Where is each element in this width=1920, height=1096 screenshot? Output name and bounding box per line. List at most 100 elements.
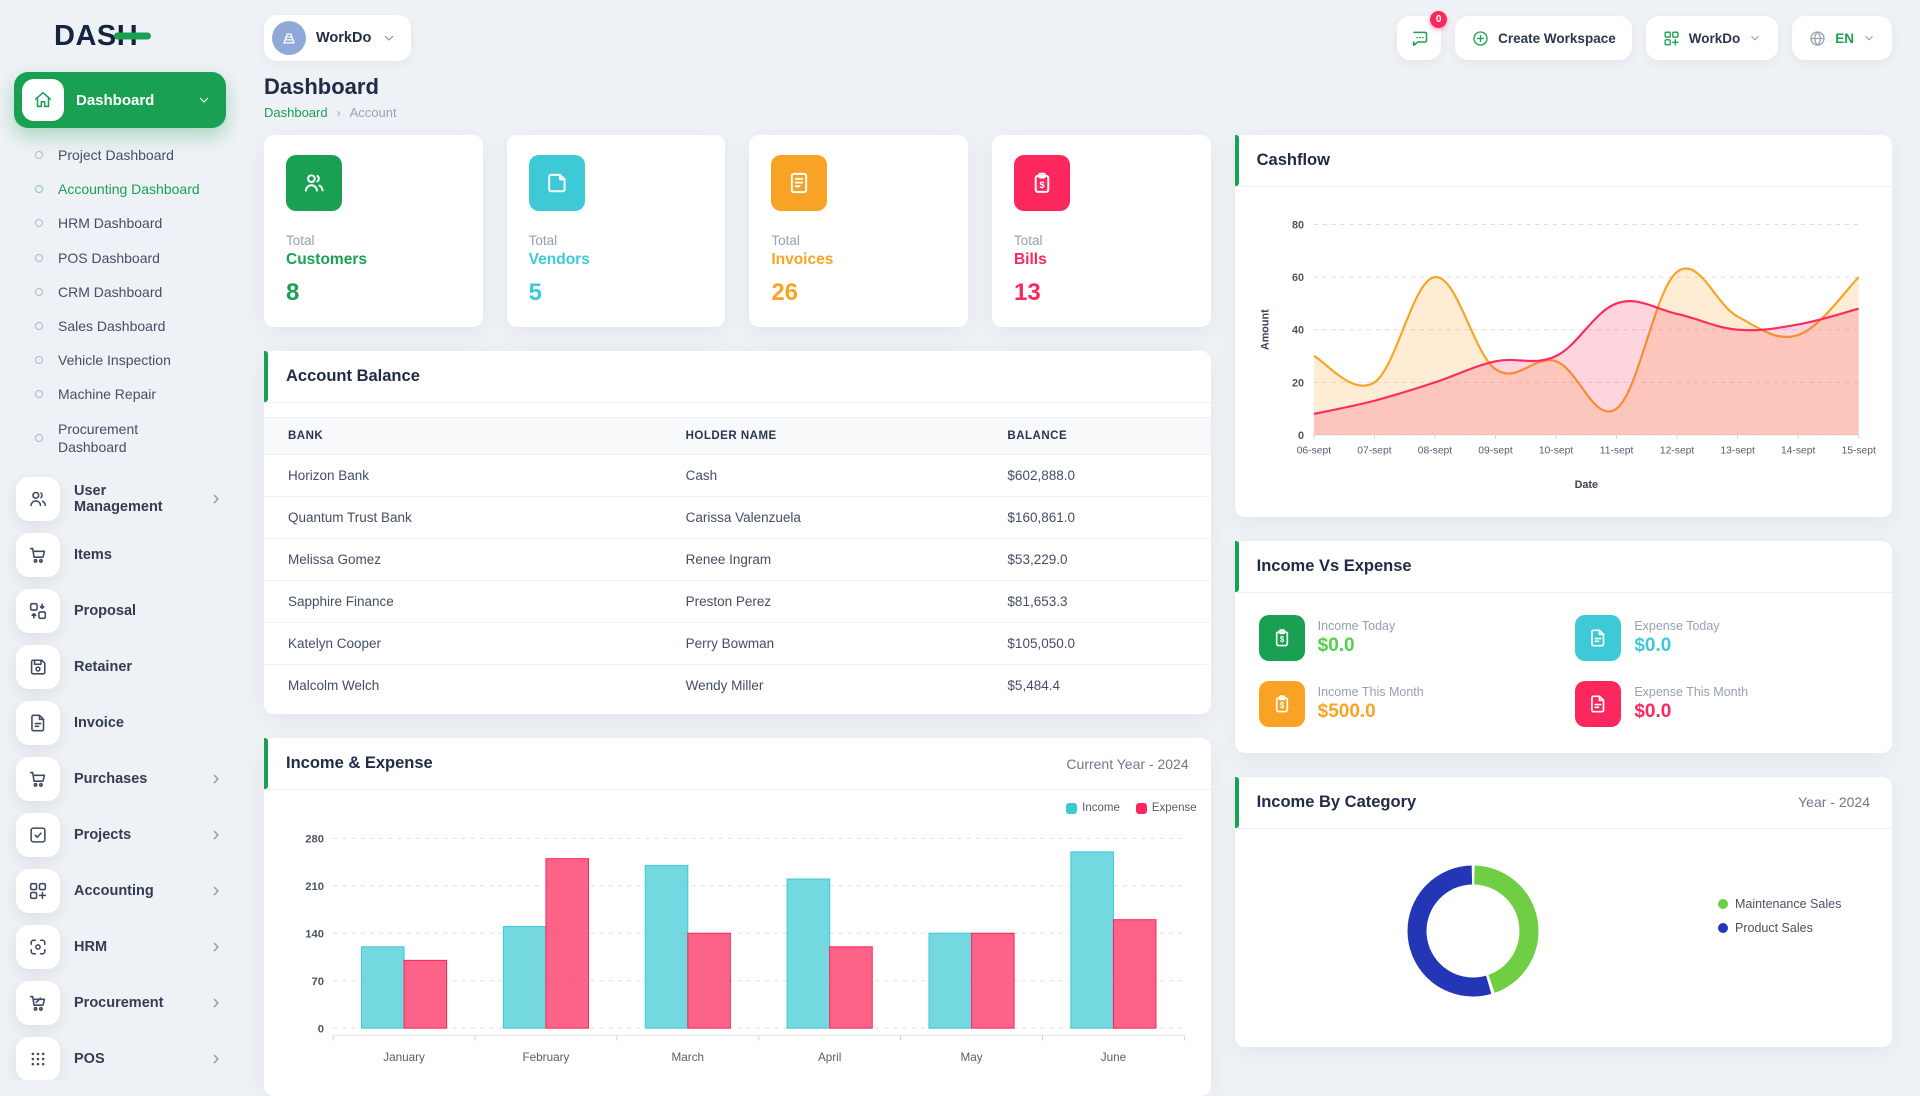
sidebar-subitem-pos-dashboard[interactable]: POS Dashboard bbox=[14, 241, 226, 275]
workdo-menu-button[interactable]: WorkDo bbox=[1645, 16, 1779, 60]
note-icon bbox=[528, 155, 585, 211]
sidebar-subitem-procurement-dashboard[interactable]: Procurement Dashboard bbox=[14, 412, 226, 464]
sidebar-item-retainer[interactable]: Retainer bbox=[14, 640, 226, 694]
tile-value: $0.0 bbox=[1634, 700, 1672, 722]
sidebar-item-purchases[interactable]: Purchases bbox=[14, 752, 226, 806]
sidebar-item-proposal[interactable]: Proposal bbox=[14, 584, 226, 638]
sidebar-subitem-machine-repair[interactable]: Machine Repair bbox=[14, 377, 226, 411]
sidebar-item-dashboard[interactable]: Dashboard bbox=[14, 72, 226, 128]
breadcrumb-current: Account bbox=[349, 105, 397, 120]
stat-card-customers[interactable]: Total Customers 8 bbox=[264, 135, 483, 327]
sidebar-subitem-label: Vehicle Inspection bbox=[58, 352, 171, 369]
sidebar-subitem-label: Procurement Dashboard bbox=[58, 420, 139, 455]
account-balance-table: BANK HOLDER NAME BALANCE Horizon Bank Cash $… bbox=[264, 417, 1211, 706]
page-title: Dashboard bbox=[264, 74, 379, 99]
account-balance-card: Account Balance BANK HOLDER NAME BALANCE H… bbox=[264, 351, 1211, 714]
stat-card-invoices[interactable]: Total Invoices 26 bbox=[749, 135, 968, 327]
sidebar-subitem-hrm-dashboard[interactable]: HRM Dashboard bbox=[14, 206, 226, 240]
sidebar-item-accounting[interactable]: Accounting bbox=[14, 864, 226, 918]
column-header-balance: BALANCE bbox=[983, 417, 1211, 455]
clip-icon: $ bbox=[1258, 614, 1305, 661]
chevron-down-icon bbox=[1862, 31, 1876, 45]
legend-item-expense[interactable]: Expense bbox=[1135, 802, 1197, 814]
cart-icon bbox=[16, 756, 60, 801]
dots-icon bbox=[16, 1036, 60, 1080]
column-header-holder-name: HOLDER NAME bbox=[661, 417, 984, 455]
cart-icon bbox=[16, 532, 60, 577]
sidebar-item-hrm[interactable]: HRM bbox=[14, 920, 226, 974]
stat-card-vendors[interactable]: Total Vendors 5 bbox=[506, 135, 726, 327]
page-content: Dashboard Dashboard › Account Total Custo… bbox=[238, 62, 1920, 1096]
cashflow-header: Cashflow bbox=[1234, 135, 1892, 187]
sidebar-subitem-label: CRM Dashboard bbox=[58, 283, 163, 300]
tile-label: Expense Today bbox=[1634, 618, 1720, 633]
workspace-switcher[interactable]: WorkDo bbox=[264, 15, 412, 61]
sidebar-subitem-accounting-dashboard[interactable]: Accounting Dashboard bbox=[14, 172, 226, 206]
circle-bullet-icon bbox=[35, 151, 43, 160]
svg-text:15-sept: 15-sept bbox=[1841, 446, 1876, 457]
svg-text:March: March bbox=[672, 1051, 705, 1064]
messages-button[interactable]: 0 bbox=[1397, 11, 1448, 60]
chevron-right-icon bbox=[208, 1051, 224, 1067]
circle-bullet-icon bbox=[35, 433, 43, 442]
svg-text:280: 280 bbox=[305, 833, 324, 845]
svg-text:Amount: Amount bbox=[1259, 309, 1271, 350]
stat-card-value: 8 bbox=[286, 279, 300, 306]
dashboard-grid: Total Customers 8 Total Vendors 5 Total Invoice… bbox=[264, 135, 1892, 1096]
stat-card-bills[interactable]: $ Total Bills 13 bbox=[991, 135, 1211, 327]
svg-text:$: $ bbox=[1279, 635, 1284, 644]
app-logo[interactable]: DAS H bbox=[14, 8, 226, 64]
legend-item-income[interactable]: Income bbox=[1066, 802, 1120, 814]
tile-income-today: $ Income Today $0.0 bbox=[1258, 614, 1552, 661]
income-expense-header: Income & Expense Current Year - 2024 bbox=[264, 738, 1211, 790]
sidebar-subitem-project-dashboard[interactable]: Project Dashboard bbox=[14, 138, 226, 172]
cashflow-card: Cashflow 0 20 40 60 80 06-sept 07-sept 08-sept 0… bbox=[1234, 135, 1892, 517]
table-cell: Horizon Bank bbox=[264, 454, 662, 497]
sidebar-item-invoice[interactable]: Invoice bbox=[14, 696, 226, 750]
table-cell: $5,484.4 bbox=[1007, 678, 1060, 693]
table-row: Horizon Bank Cash $602,888.0 bbox=[264, 454, 1211, 497]
stat-card-value: 26 bbox=[771, 279, 799, 306]
income-expense-legend: Income Expense bbox=[264, 790, 1211, 814]
svg-text:06-sept: 06-sept bbox=[1296, 446, 1331, 457]
svg-text:$: $ bbox=[1279, 701, 1284, 710]
svg-text:May: May bbox=[960, 1051, 982, 1064]
sidebar-item-items[interactable]: Items bbox=[14, 528, 226, 582]
cashflow-chart: 0 20 40 60 80 06-sept 07-sept 08-sept 09-sept 10-… bbox=[1235, 187, 1892, 517]
tile-expense-this-month: Expense This Month $0.0 bbox=[1575, 680, 1868, 727]
legend-item-product-sales[interactable]: Product Sales bbox=[1718, 921, 1866, 935]
legend-label: Maintenance Sales bbox=[1735, 896, 1842, 911]
tile-value: $0.0 bbox=[1317, 634, 1355, 656]
create-workspace-button[interactable]: Create Workspace bbox=[1455, 16, 1632, 60]
create-workspace-label: Create Workspace bbox=[1498, 30, 1616, 46]
svg-text:11-sept: 11-sept bbox=[1599, 446, 1633, 457]
breadcrumb: Dashboard › Account bbox=[264, 105, 1892, 120]
sidebar-item-projects[interactable]: Projects bbox=[14, 808, 226, 862]
tile-label: Income This Month bbox=[1317, 684, 1424, 699]
sidebar-subitem-crm-dashboard[interactable]: CRM Dashboard bbox=[14, 275, 226, 309]
sidebar-item-pos[interactable]: POS bbox=[14, 1032, 226, 1080]
language-selector[interactable]: EN bbox=[1792, 16, 1892, 60]
sidebar-item-procurement[interactable]: Procurement bbox=[14, 976, 226, 1030]
legend-item-maintenance-sales[interactable]: Maintenance Sales bbox=[1718, 897, 1866, 911]
sidebar-item-user-management[interactable]: User Management bbox=[14, 472, 226, 526]
svg-text:13-sept: 13-sept bbox=[1720, 446, 1755, 457]
globe-icon bbox=[1808, 29, 1827, 48]
svg-text:09-sept: 09-sept bbox=[1478, 446, 1513, 457]
language-label: EN bbox=[1835, 30, 1854, 46]
breadcrumb-dashboard-link[interactable]: Dashboard bbox=[264, 105, 328, 120]
sidebar-subitem-vehicle-inspection[interactable]: Vehicle Inspection bbox=[14, 343, 226, 377]
sidebar-subitem-label: POS Dashboard bbox=[58, 249, 160, 266]
sidebar-item-label: Proposal bbox=[74, 602, 137, 619]
sidebar-nav: Dashboard Project Dashboard Accounting Da… bbox=[14, 72, 226, 1080]
sidebar-item-label: HRM bbox=[74, 938, 108, 955]
svg-text:80: 80 bbox=[1292, 219, 1304, 231]
sidebar-subitem-sales-dashboard[interactable]: Sales Dashboard bbox=[14, 309, 226, 343]
card-title: Cashflow bbox=[1256, 151, 1330, 169]
building-icon bbox=[280, 29, 298, 47]
income-by-category-card: Income By Category Year - 2024 Maintenan… bbox=[1234, 776, 1892, 1047]
svg-text:20: 20 bbox=[1292, 377, 1304, 389]
gridplus-icon bbox=[16, 868, 60, 913]
account-balance-header: Account Balance bbox=[264, 351, 1211, 403]
swap-icon bbox=[16, 588, 60, 633]
